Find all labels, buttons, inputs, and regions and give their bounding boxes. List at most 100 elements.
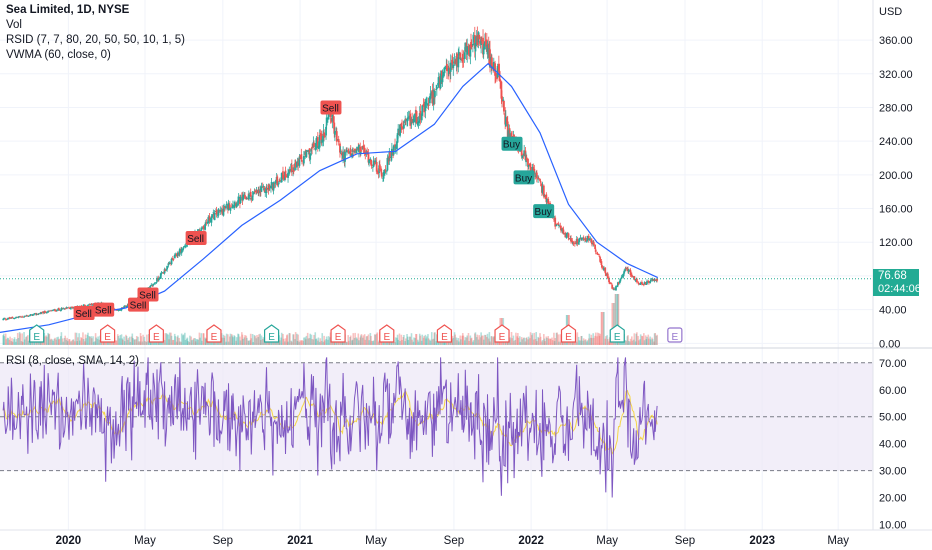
candle-body bbox=[166, 266, 169, 270]
volume-bar bbox=[321, 333, 324, 345]
buy-signal-box bbox=[513, 170, 535, 185]
candle-body bbox=[205, 222, 208, 224]
volume-bar bbox=[161, 340, 164, 345]
candle-body bbox=[647, 281, 650, 283]
volume-bar bbox=[128, 336, 131, 345]
volume-bar bbox=[591, 338, 593, 345]
volume-bar bbox=[517, 337, 520, 345]
chart-title[interactable]: Sea Limited, 1D, NYSE bbox=[6, 4, 130, 16]
volume-bar bbox=[23, 339, 26, 345]
volume-bar bbox=[356, 338, 358, 345]
volume-bar bbox=[29, 340, 32, 345]
volume-bar bbox=[307, 338, 310, 345]
rsi-tick-label: 30.00 bbox=[879, 466, 907, 478]
volume-bar bbox=[492, 337, 494, 345]
candle-body bbox=[225, 204, 228, 205]
candle-body bbox=[435, 89, 438, 90]
volume-bar bbox=[194, 341, 197, 345]
candle-body bbox=[197, 229, 200, 231]
volume-bar bbox=[458, 341, 460, 345]
volume-bar bbox=[396, 334, 399, 345]
volume-bar bbox=[80, 337, 82, 345]
candle-body bbox=[68, 307, 70, 309]
candle-body bbox=[11, 317, 14, 319]
volume-bar bbox=[631, 336, 633, 345]
volume-bar bbox=[626, 336, 629, 345]
volume-bar bbox=[536, 341, 538, 345]
volume-bar bbox=[357, 333, 360, 345]
volume-bar bbox=[82, 332, 84, 345]
volume-bar bbox=[301, 340, 303, 345]
candle-body bbox=[242, 194, 244, 200]
volume-bar bbox=[225, 341, 227, 345]
volume-bar bbox=[593, 337, 595, 345]
candle-body bbox=[378, 164, 381, 170]
x-tick-label: May bbox=[134, 535, 156, 547]
volume-bar bbox=[462, 335, 465, 345]
candle-body bbox=[434, 90, 436, 98]
volume-bar bbox=[364, 339, 367, 345]
volume-bar bbox=[77, 337, 79, 345]
volume-bar bbox=[418, 333, 421, 345]
volume-bar bbox=[484, 335, 487, 345]
volume-bar bbox=[397, 339, 399, 345]
volume-bar bbox=[351, 340, 353, 345]
candle-body bbox=[261, 186, 264, 188]
vwma-legend[interactable]: VWMA (60, close, 0) bbox=[6, 49, 111, 61]
volume-bar bbox=[253, 334, 256, 345]
volume-legend[interactable]: Vol bbox=[6, 19, 22, 31]
sell-signal-box bbox=[93, 302, 115, 317]
volume-bar bbox=[237, 334, 240, 345]
rsid-legend[interactable]: RSID (7, 7, 80, 20, 50, 50, 10, 1, 5) bbox=[6, 34, 185, 46]
volume-bar bbox=[459, 335, 462, 345]
volume-bar bbox=[529, 332, 532, 345]
candle-body bbox=[594, 244, 596, 250]
volume-bar bbox=[327, 339, 329, 345]
candle-body bbox=[215, 209, 218, 215]
candle-body bbox=[510, 132, 513, 138]
candle-body bbox=[221, 209, 224, 215]
volume-bar bbox=[199, 337, 201, 345]
candle-body bbox=[176, 252, 179, 256]
volume-bar bbox=[168, 339, 170, 345]
volume-bar bbox=[68, 339, 70, 345]
volume-bar bbox=[430, 332, 433, 345]
candle-body bbox=[523, 150, 526, 157]
volume-bar bbox=[304, 337, 306, 345]
volume-bar bbox=[406, 334, 408, 345]
volume-bar bbox=[297, 334, 299, 345]
volume-bar bbox=[587, 338, 590, 345]
earnings-marker-label: E bbox=[672, 332, 679, 343]
volume-bar bbox=[548, 338, 550, 345]
candle-body bbox=[585, 240, 588, 242]
candle-body bbox=[88, 304, 91, 306]
volume-bar bbox=[647, 334, 650, 345]
volume-bar bbox=[572, 340, 574, 345]
volume-bar bbox=[17, 338, 20, 345]
volume-bar bbox=[509, 337, 512, 345]
candle-body bbox=[649, 281, 652, 283]
volume-bar bbox=[363, 334, 366, 345]
rsi-legend[interactable]: RSI (8, close, SMA, 14, 2) bbox=[6, 355, 139, 367]
volume-bar bbox=[13, 339, 15, 345]
volume-bar bbox=[615, 294, 617, 345]
volume-bar bbox=[21, 341, 24, 345]
volume-bar bbox=[62, 341, 65, 345]
candle-body bbox=[537, 178, 540, 180]
candle-body bbox=[185, 245, 188, 246]
candle-body bbox=[209, 221, 212, 223]
volume-bar bbox=[553, 332, 555, 345]
volume-bar bbox=[404, 341, 406, 345]
earnings-marker-box bbox=[148, 324, 164, 343]
volume-bar bbox=[229, 336, 231, 345]
volume-bar bbox=[654, 332, 657, 345]
volume-bar bbox=[510, 332, 513, 345]
volume-bar bbox=[488, 332, 491, 345]
candle-body bbox=[600, 261, 603, 265]
earnings-marker-box bbox=[560, 324, 577, 343]
volume-bar bbox=[66, 341, 69, 345]
candle-body bbox=[385, 170, 388, 172]
candle-body bbox=[333, 122, 336, 134]
volume-bar bbox=[656, 334, 658, 345]
